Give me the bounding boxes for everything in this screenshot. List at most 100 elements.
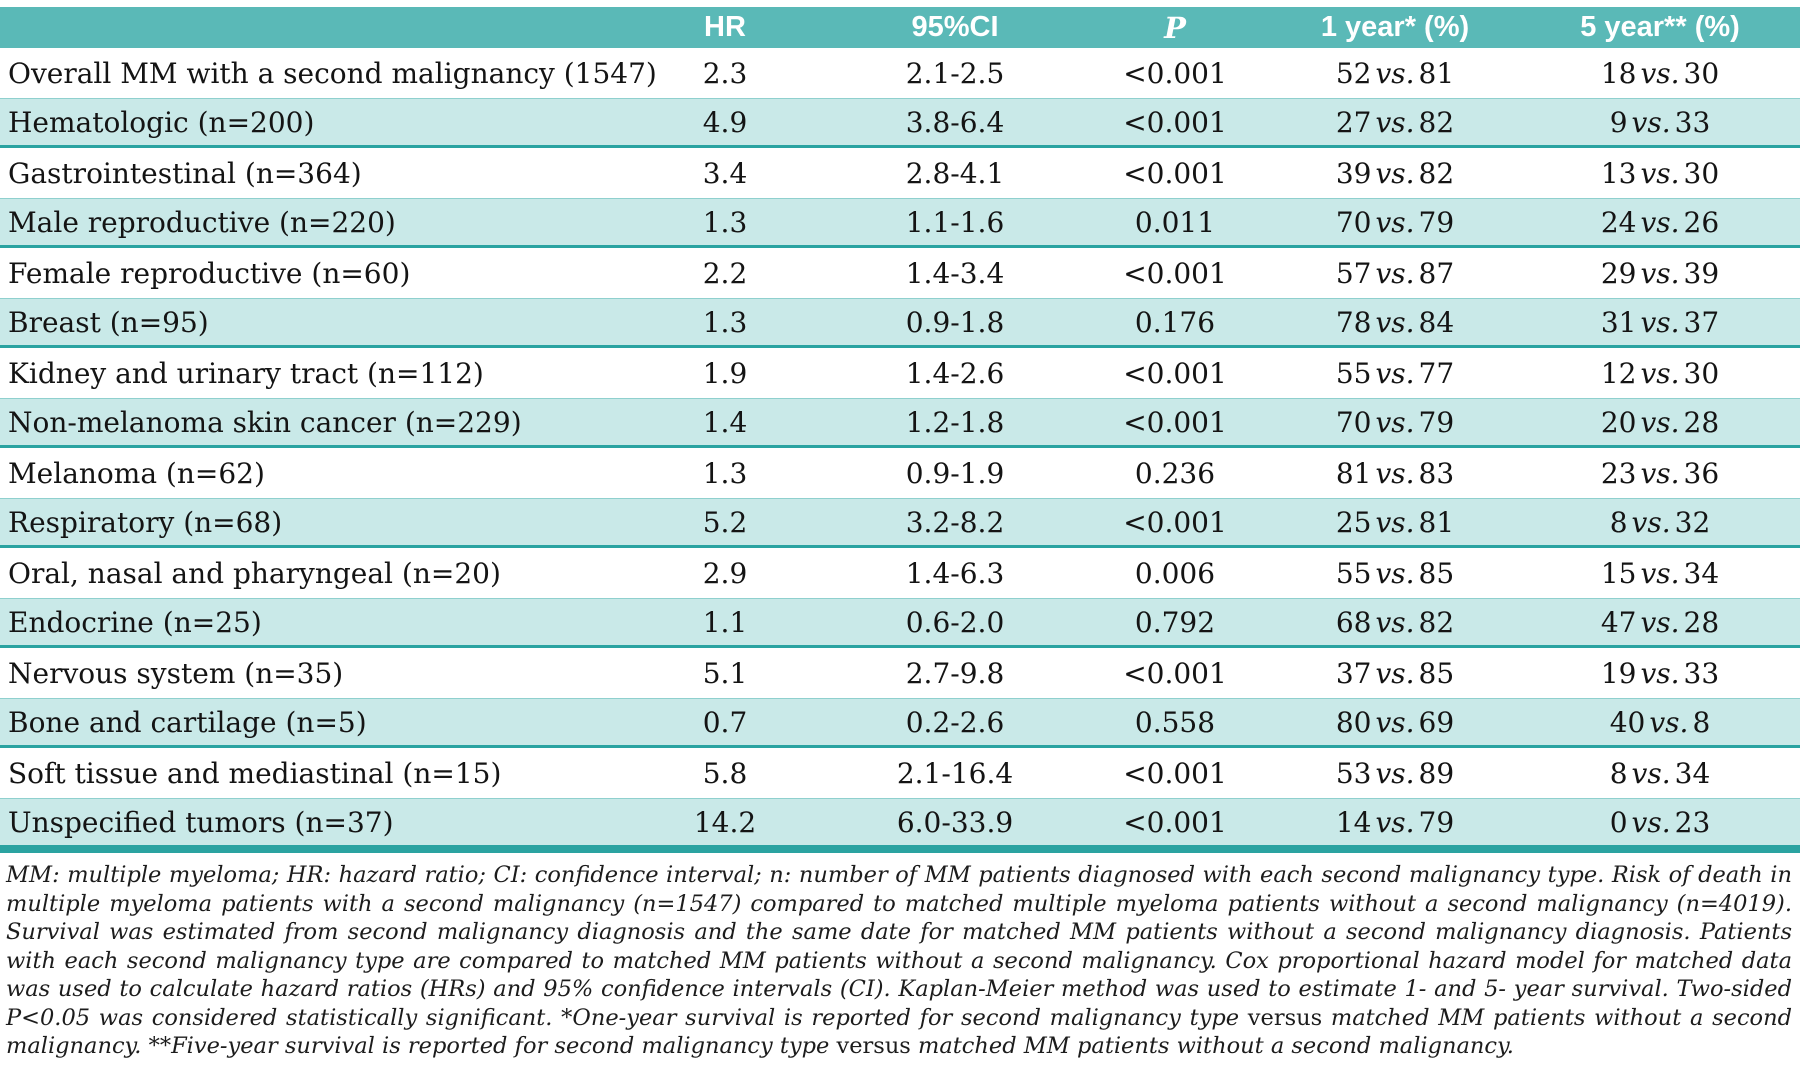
- five-year-survival-value: 12 vs. 30: [1600, 356, 1720, 390]
- five-year-survival-value: 40 vs. 8: [1609, 705, 1711, 739]
- vs-label: vs.: [1640, 556, 1680, 590]
- table-row: Female reproductive (n=60) 2.2 1.4-3.4 <…: [0, 248, 1800, 298]
- five-year-survival-value: 47 vs. 28: [1600, 605, 1720, 639]
- vs-label: vs.: [1375, 356, 1415, 390]
- ci-value: 1.4-6.3: [905, 556, 1005, 590]
- table-row: Kidney and urinary tract (n=112) 1.9 1.4…: [0, 348, 1800, 398]
- five-year-survival-value: 8 vs. 32: [1609, 505, 1711, 539]
- table-row: Overall MM with a second malignancy (154…: [0, 48, 1800, 98]
- vs-label: vs.: [1640, 256, 1680, 290]
- five-year-survival-value: 15 vs. 34: [1600, 556, 1720, 590]
- five-year-survival-value: 23 vs. 36: [1600, 456, 1720, 490]
- vs-label: vs.: [1375, 105, 1415, 139]
- vs-label: vs.: [1375, 256, 1415, 290]
- hr-value: 1.3: [702, 456, 748, 490]
- p-value: <0.001: [1123, 105, 1227, 139]
- row-label: Oral, nasal and pharyngeal (n=20): [8, 556, 501, 590]
- vs-label: vs.: [1375, 405, 1415, 439]
- hr-value: 5.1: [702, 656, 748, 690]
- table-body: Overall MM with a second malignancy (154…: [0, 48, 1800, 848]
- row-label: Female reproductive (n=60): [8, 256, 411, 290]
- five-year-survival-value: 31 vs. 37: [1600, 305, 1720, 339]
- five-year-survival-value: 19 vs. 33: [1600, 656, 1720, 690]
- hr-value: 0.7: [702, 705, 748, 739]
- five-year-survival-value: 0 vs. 23: [1609, 805, 1711, 839]
- table-header-row: HR 95%CI P 1 year* (%) 5 year** (%): [0, 7, 1800, 48]
- vs-label: vs.: [1640, 56, 1680, 90]
- vs-label: vs.: [1375, 156, 1415, 190]
- ci-value: 1.1-1.6: [905, 205, 1005, 239]
- row-label: Unspecified tumors (n=37): [8, 805, 394, 839]
- column-header-hr: HR: [704, 11, 746, 43]
- vs-label: vs.: [1375, 505, 1415, 539]
- vs-label: vs.: [1375, 805, 1415, 839]
- p-value: 0.006: [1134, 556, 1216, 590]
- five-year-survival-value: 18 vs. 30: [1600, 56, 1720, 90]
- table-row: Melanoma (n=62) 1.3 0.9-1.9 0.236 81 vs. 8…: [0, 448, 1800, 498]
- five-year-survival-value: 24 vs. 26: [1600, 205, 1720, 239]
- row-label: Gastrointestinal (n=364): [8, 156, 362, 190]
- hr-value: 2.9: [702, 556, 748, 590]
- ci-value: 1.4-3.4: [905, 256, 1005, 290]
- table-row: Unspecified tumors (n=37) 14.2 6.0-33.9 …: [0, 798, 1800, 848]
- p-value: <0.001: [1123, 56, 1227, 90]
- row-label: Nervous system (n=35): [8, 656, 344, 690]
- hr-value: 2.3: [702, 56, 748, 90]
- ci-value: 2.1-2.5: [905, 56, 1005, 90]
- hr-value: 1.3: [702, 305, 748, 339]
- ci-value: 6.0-33.9: [896, 805, 1014, 839]
- one-year-survival-value: 68 vs. 82: [1335, 605, 1455, 639]
- p-value: 0.792: [1134, 605, 1216, 639]
- p-value: <0.001: [1123, 756, 1227, 790]
- vs-label: vs.: [1640, 356, 1680, 390]
- five-year-survival-value: 13 vs. 30: [1600, 156, 1720, 190]
- p-value: 0.176: [1134, 305, 1216, 339]
- p-value: <0.001: [1123, 156, 1227, 190]
- vs-label: vs.: [1375, 305, 1415, 339]
- hr-value: 14.2: [693, 805, 757, 839]
- vs-label: vs.: [1640, 456, 1680, 490]
- one-year-survival-value: 57 vs. 87: [1335, 256, 1455, 290]
- row-label: Kidney and urinary tract (n=112): [8, 356, 484, 390]
- p-value: <0.001: [1123, 656, 1227, 690]
- row-label: Overall MM with a second malignancy (154…: [8, 56, 657, 90]
- one-year-survival-value: 39 vs. 82: [1335, 156, 1455, 190]
- ci-value: 3.8-6.4: [905, 105, 1005, 139]
- one-year-survival-value: 55 vs. 85: [1335, 556, 1455, 590]
- table-bottom-rule: [0, 848, 1800, 853]
- ci-value: 2.8-4.1: [905, 156, 1005, 190]
- table-row: Male reproductive (n=220) 1.3 1.1-1.6 0.…: [0, 198, 1800, 248]
- vs-label: vs.: [1631, 105, 1671, 139]
- ci-value: 3.2-8.2: [905, 505, 1005, 539]
- one-year-survival-value: 55 vs. 77: [1335, 356, 1455, 390]
- row-label: Non-melanoma skin cancer (n=229): [8, 405, 522, 439]
- column-header-5year: 5 year** (%): [1580, 11, 1740, 43]
- row-label: Breast (n=95): [8, 305, 209, 339]
- survival-results-table: HR 95%CI P 1 year* (%) 5 year** (%) Over…: [0, 7, 1800, 853]
- vs-label: vs.: [1375, 756, 1415, 790]
- top-margin: [0, 0, 1800, 7]
- hr-value: 5.8: [702, 756, 748, 790]
- vs-label: vs.: [1375, 556, 1415, 590]
- hr-value: 1.3: [702, 205, 748, 239]
- vs-label: vs.: [1640, 156, 1680, 190]
- hr-value: 1.1: [702, 605, 748, 639]
- hr-value: 2.2: [702, 256, 748, 290]
- one-year-survival-value: 70 vs. 79: [1335, 405, 1455, 439]
- hr-value: 4.9: [702, 105, 748, 139]
- hr-value: 3.4: [702, 156, 748, 190]
- one-year-survival-value: 37 vs. 85: [1335, 656, 1455, 690]
- table-row: Oral, nasal and pharyngeal (n=20) 2.9 1.…: [0, 548, 1800, 598]
- five-year-survival-value: 29 vs. 39: [1600, 256, 1720, 290]
- vs-label: vs.: [1375, 605, 1415, 639]
- vs-label: vs.: [1631, 805, 1671, 839]
- one-year-survival-value: 27 vs. 82: [1335, 105, 1455, 139]
- vs-label: vs.: [1375, 56, 1415, 90]
- row-label: Hematologic (n=200): [8, 105, 315, 139]
- table-row: Breast (n=95) 1.3 0.9-1.8 0.176 78 vs. 84 …: [0, 298, 1800, 348]
- ci-value: 1.4-2.6: [905, 356, 1005, 390]
- vs-label: vs.: [1640, 605, 1680, 639]
- vs-label: vs.: [1631, 505, 1671, 539]
- one-year-survival-value: 52 vs. 81: [1335, 56, 1455, 90]
